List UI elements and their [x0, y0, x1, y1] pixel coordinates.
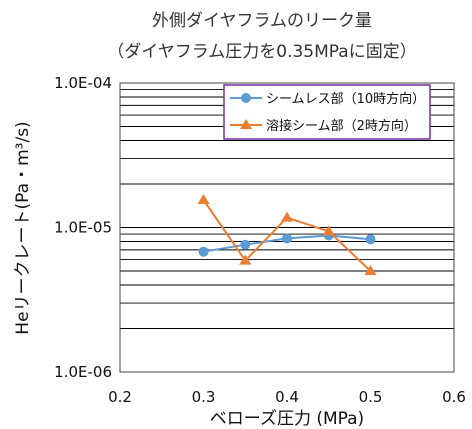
legend-label-1: シームレス部（10時方向）: [266, 91, 425, 107]
x-tick-labels: 0.2 0.3 0.4 0.5 0.6: [108, 388, 466, 406]
y-tick-label: 1.0E-06: [54, 363, 112, 381]
legend-box: [223, 84, 431, 140]
series-1-point: [198, 246, 209, 257]
x-tick-label: 0.5: [359, 388, 383, 406]
y-tick-label: 1.0E-04: [54, 74, 112, 92]
y-tick-label: 1.0E-05: [54, 219, 112, 237]
legend: シームレス部（10時方向） 溶接シーム部（2時方向）: [223, 84, 431, 140]
legend-marker-2: [240, 119, 252, 129]
series-2-point: [322, 225, 335, 236]
chart-subtitle: （ダイヤフラム圧力を0.35MPaに固定）: [107, 42, 416, 62]
series-2-point: [281, 211, 293, 222]
legend-marker-1: [241, 93, 251, 103]
series-2-point: [197, 193, 210, 204]
series-1-point: [240, 239, 251, 250]
y-tick-labels: 1.0E-06 1.0E-05 1.0E-04: [54, 74, 112, 381]
legend-label-2: 溶接シーム部（2時方向）: [266, 118, 417, 134]
y-axis-label: Heリークレート(Pa・m³/s): [13, 121, 33, 334]
series-2-point: [239, 254, 252, 265]
chart-title: 外側ダイヤフラムのリーク量: [152, 11, 372, 31]
x-tick-label: 0.4: [275, 388, 299, 406]
series-2-point: [364, 264, 377, 275]
x-tick-label: 0.2: [108, 388, 132, 406]
series-layer: [197, 193, 377, 275]
plot-area-border: [119, 82, 455, 373]
x-tick-label: 0.3: [192, 388, 216, 406]
series-1-point: [282, 233, 292, 244]
series-1-point: [365, 234, 376, 245]
x-tick-label: 0.6: [442, 388, 466, 406]
x-axis-label: ベローズ圧力 (MPa): [210, 409, 364, 429]
